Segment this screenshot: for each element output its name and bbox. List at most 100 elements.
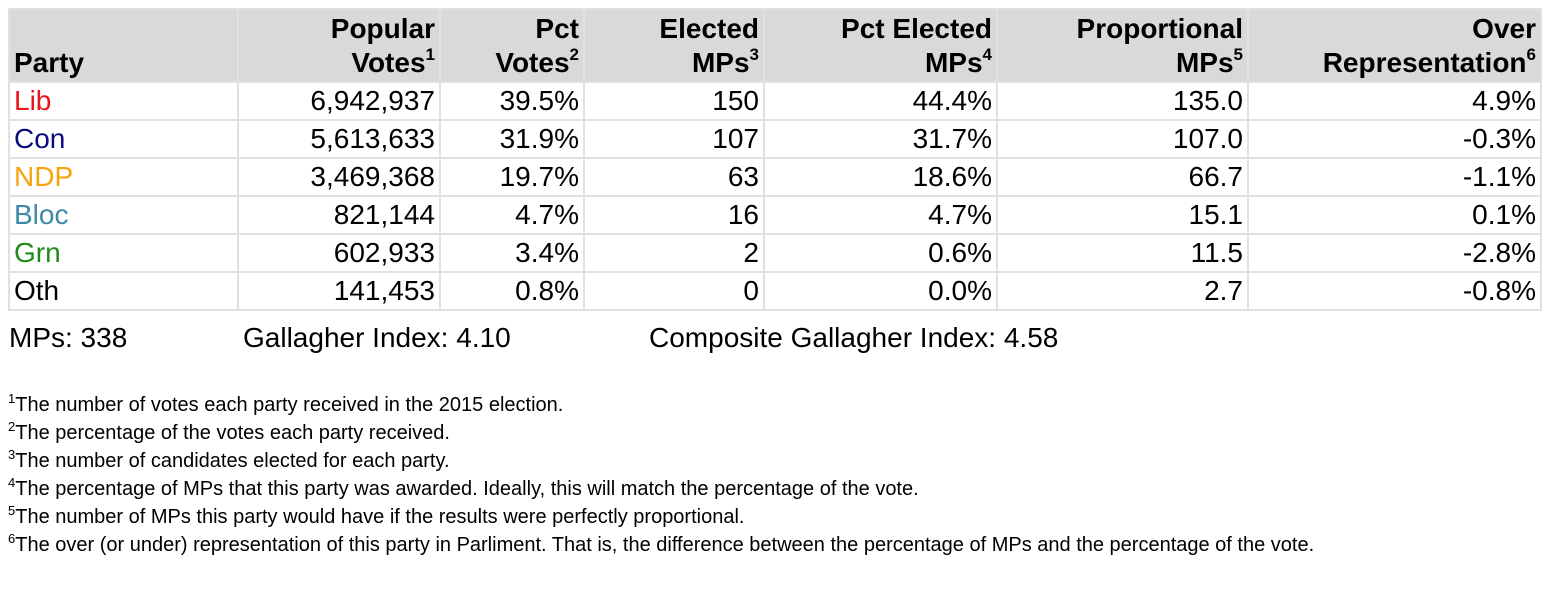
header-row: Party Popular Votes1 Pct Votes2 Elected … (8, 8, 1542, 83)
pct-votes-cell: 0.8% (439, 271, 585, 311)
pct-votes-cell: 39.5% (439, 81, 585, 121)
header-line2: Party (14, 46, 233, 80)
pct-votes-cell: 3.4% (439, 233, 585, 273)
proportional-mps-cell: 11.5 (996, 233, 1249, 273)
footnote-number: 5 (8, 503, 16, 518)
footnote-text: The over (or under) representation of th… (15, 534, 1315, 556)
footnote-ref: 3 (749, 45, 759, 64)
header-line1: Popular (330, 13, 435, 44)
footnote-number: 2 (8, 419, 16, 434)
popular-votes-cell: 141,453 (237, 271, 441, 311)
header-line2: Representation6 (1253, 46, 1536, 80)
total-mps: MPs: 338 (9, 322, 128, 353)
pct-elected-cell: 18.6% (763, 157, 998, 197)
table-row: Oth 141,453 0.8% 0 0.0% 2.7 -0.8% (8, 271, 1542, 311)
elected-mps-cell: 63 (583, 157, 765, 197)
footnote-text: The number of MPs this party would have … (15, 506, 745, 528)
header-line2: Votes1 (243, 46, 435, 80)
pct-votes-cell: 31.9% (439, 119, 585, 159)
footnote-ref: 4 (982, 45, 992, 64)
over-representation-cell: -0.3% (1247, 119, 1542, 159)
party-name: Oth (8, 271, 239, 311)
footnote-text: The number of candidates elected for eac… (15, 450, 450, 472)
party-name: NDP (8, 157, 239, 197)
over-representation-cell: -1.1% (1247, 157, 1542, 197)
footnote-ref: 1 (425, 45, 435, 64)
header-label: Party (14, 47, 85, 78)
header-label: MPs (924, 47, 983, 78)
footnote-ref: 2 (569, 45, 579, 64)
header-line2: Votes2 (445, 46, 579, 80)
header-party: Party (8, 8, 239, 83)
header-line2: MPs4 (769, 46, 992, 80)
footnote-ref: 6 (1526, 45, 1536, 64)
over-representation-cell: -0.8% (1247, 271, 1542, 311)
pct-votes-cell: 19.7% (439, 157, 585, 197)
pct-elected-cell: 0.6% (763, 233, 998, 273)
header-proportional-mps: Proportional MPs5 (996, 8, 1249, 83)
footnote: 3The number of candidates elected for ea… (8, 447, 1538, 475)
header-pct-elected-mps: Pct Elected MPs4 (763, 8, 998, 83)
header-elected-mps: Elected MPs3 (583, 8, 765, 83)
party-name: Bloc (8, 195, 239, 235)
header-over-representation: Over Representation6 (1247, 8, 1542, 83)
over-representation-cell: 4.9% (1247, 81, 1542, 121)
table-row: NDP 3,469,368 19.7% 63 18.6% 66.7 -1.1% (8, 157, 1542, 197)
footnote: 6The over (or under) representation of t… (8, 531, 1538, 559)
header-line1: Pct Elected (841, 13, 992, 44)
footnote-number: 3 (8, 447, 16, 462)
composite-gallagher-index: Composite Gallagher Index: 4.58 (649, 322, 1059, 353)
header-label: Votes (351, 47, 426, 78)
popular-votes-cell: 821,144 (237, 195, 441, 235)
proportional-mps-cell: 107.0 (996, 119, 1249, 159)
proportional-mps-cell: 66.7 (996, 157, 1249, 197)
elected-mps-cell: 2 (583, 233, 765, 273)
proportional-mps-cell: 2.7 (996, 271, 1249, 311)
header-line2: MPs5 (1002, 46, 1243, 80)
footnotes: 1The number of votes each party received… (8, 391, 1538, 559)
proportional-mps-cell: 15.1 (996, 195, 1249, 235)
elected-mps-cell: 150 (583, 81, 765, 121)
header-label: Votes (495, 47, 570, 78)
elected-mps-cell: 107 (583, 119, 765, 159)
table-row: Grn 602,933 3.4% 2 0.6% 11.5 -2.8% (8, 233, 1542, 273)
party-name: Lib (8, 81, 239, 121)
footnote-number: 6 (8, 531, 16, 546)
header-label: Representation (1322, 47, 1527, 78)
over-representation-cell: 0.1% (1247, 195, 1542, 235)
header-line2: MPs3 (589, 46, 759, 80)
footnote-ref: 5 (1233, 45, 1243, 64)
pct-elected-cell: 0.0% (763, 271, 998, 311)
header-line1: Over (1472, 13, 1536, 44)
footnote: 4The percentage of MPs that this party w… (8, 475, 1538, 503)
pct-elected-cell: 4.7% (763, 195, 998, 235)
footnote: 1The number of votes each party received… (8, 391, 1538, 419)
results-table: Party Popular Votes1 Pct Votes2 Elected … (8, 8, 1542, 311)
header-label: MPs (1175, 47, 1234, 78)
header-label: MPs (691, 47, 750, 78)
footnote-number: 4 (8, 475, 16, 490)
footnote: 2The percentage of the votes each party … (8, 419, 1538, 447)
popular-votes-cell: 602,933 (237, 233, 441, 273)
header-pct-votes: Pct Votes2 (439, 8, 585, 83)
header-line1: Elected (659, 13, 759, 44)
footnote-number: 1 (8, 391, 16, 406)
footnote: 5The number of MPs this party would have… (8, 503, 1538, 531)
table-row: Lib 6,942,937 39.5% 150 44.4% 135.0 4.9% (8, 81, 1542, 121)
table-row: Con 5,613,633 31.9% 107 31.7% 107.0 -0.3… (8, 119, 1542, 159)
over-representation-cell: -2.8% (1247, 233, 1542, 273)
footnote-text: The percentage of MPs that this party wa… (15, 478, 919, 500)
popular-votes-cell: 6,942,937 (237, 81, 441, 121)
table-row: Bloc 821,144 4.7% 16 4.7% 15.1 0.1% (8, 195, 1542, 235)
header-popular-votes: Popular Votes1 (237, 8, 441, 83)
footnote-text: The number of votes each party received … (15, 394, 564, 416)
elected-mps-cell: 16 (583, 195, 765, 235)
pct-elected-cell: 44.4% (763, 81, 998, 121)
elected-mps-cell: 0 (583, 271, 765, 311)
party-name: Con (8, 119, 239, 159)
popular-votes-cell: 3,469,368 (237, 157, 441, 197)
pct-elected-cell: 31.7% (763, 119, 998, 159)
header-line1: Proportional (1076, 13, 1243, 44)
pct-votes-cell: 4.7% (439, 195, 585, 235)
popular-votes-cell: 5,613,633 (237, 119, 441, 159)
